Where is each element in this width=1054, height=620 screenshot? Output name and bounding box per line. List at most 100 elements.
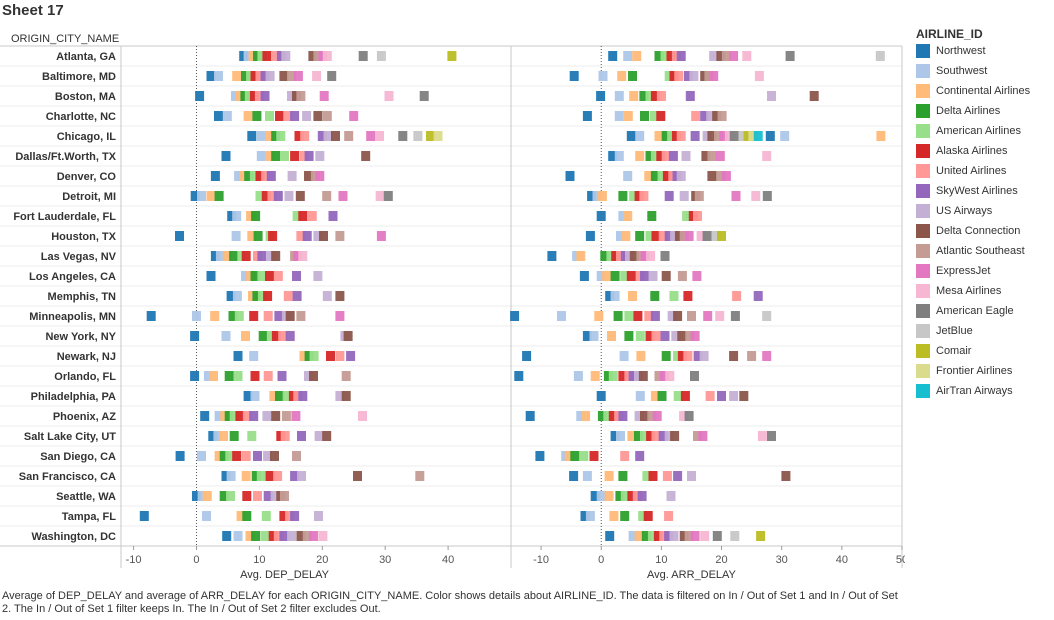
data-point[interactable] xyxy=(656,151,666,161)
data-point[interactable] xyxy=(309,371,318,381)
data-point[interactable] xyxy=(668,151,678,161)
legend-item[interactable]: AirTran Airways xyxy=(916,381,1030,401)
data-point[interactable] xyxy=(604,491,614,501)
data-point[interactable] xyxy=(265,271,274,281)
data-point[interactable] xyxy=(353,471,362,481)
data-point[interactable] xyxy=(335,391,345,401)
data-point[interactable] xyxy=(197,451,206,461)
data-point[interactable] xyxy=(693,431,702,441)
legend-item[interactable]: SkyWest Airlines xyxy=(916,181,1030,201)
data-point[interactable] xyxy=(640,431,649,441)
data-point[interactable] xyxy=(717,391,726,401)
data-point[interactable] xyxy=(294,131,304,141)
data-point[interactable] xyxy=(304,151,314,161)
data-point[interactable] xyxy=(243,51,253,61)
data-point[interactable] xyxy=(597,411,607,421)
data-point[interactable] xyxy=(650,91,660,101)
data-point[interactable] xyxy=(214,411,224,421)
data-point[interactable] xyxy=(669,531,679,541)
data-point[interactable] xyxy=(249,351,259,361)
data-point[interactable] xyxy=(307,211,317,221)
data-point[interactable] xyxy=(614,91,624,101)
data-point[interactable] xyxy=(605,531,615,541)
data-point[interactable] xyxy=(269,391,279,401)
data-point[interactable] xyxy=(419,91,429,101)
data-point[interactable] xyxy=(234,311,244,321)
data-point[interactable] xyxy=(648,471,658,481)
data-point[interactable] xyxy=(673,311,683,321)
data-point[interactable] xyxy=(317,131,327,141)
data-point[interactable] xyxy=(645,151,655,161)
data-point[interactable] xyxy=(279,71,289,81)
data-point[interactable] xyxy=(687,471,696,481)
data-point[interactable] xyxy=(241,271,250,281)
data-point[interactable] xyxy=(226,291,236,301)
data-point[interactable] xyxy=(590,491,600,501)
data-point[interactable] xyxy=(241,451,251,461)
data-point[interactable] xyxy=(290,471,300,481)
data-point[interactable] xyxy=(721,171,731,181)
data-point[interactable] xyxy=(705,391,715,401)
data-point[interactable] xyxy=(203,371,213,381)
data-point[interactable] xyxy=(547,251,557,261)
data-point[interactable] xyxy=(676,51,686,61)
data-point[interactable] xyxy=(314,511,323,521)
data-point[interactable] xyxy=(273,531,283,541)
data-point[interactable] xyxy=(875,51,885,61)
data-point[interactable] xyxy=(610,431,620,441)
data-point[interactable] xyxy=(335,231,345,241)
data-point[interactable] xyxy=(296,231,306,241)
data-point[interactable] xyxy=(246,211,256,221)
data-point[interactable] xyxy=(704,71,714,81)
data-point[interactable] xyxy=(742,51,752,61)
data-point[interactable] xyxy=(669,291,679,301)
data-point[interactable] xyxy=(669,71,679,81)
data-point[interactable] xyxy=(327,71,337,81)
data-point[interactable] xyxy=(659,531,669,541)
data-point[interactable] xyxy=(297,471,306,481)
data-point[interactable] xyxy=(302,231,312,241)
data-point[interactable] xyxy=(690,371,699,381)
data-point[interactable] xyxy=(304,351,314,361)
data-point[interactable] xyxy=(660,251,670,261)
data-point[interactable] xyxy=(607,331,616,341)
data-point[interactable] xyxy=(299,351,309,361)
data-point[interactable] xyxy=(293,391,303,401)
data-point[interactable] xyxy=(293,251,303,261)
data-point[interactable] xyxy=(313,51,323,61)
data-point[interactable] xyxy=(215,251,225,261)
data-point[interactable] xyxy=(229,411,239,421)
data-point[interactable] xyxy=(232,291,242,301)
data-point[interactable] xyxy=(645,231,655,241)
data-point[interactable] xyxy=(589,451,599,461)
data-point[interactable] xyxy=(634,191,644,201)
data-point[interactable] xyxy=(299,151,309,161)
data-point[interactable] xyxy=(233,351,243,361)
data-point[interactable] xyxy=(277,371,287,381)
data-point[interactable] xyxy=(322,291,332,301)
data-point[interactable] xyxy=(674,231,684,241)
data-point[interactable] xyxy=(582,331,592,341)
data-point[interactable] xyxy=(762,151,772,161)
data-point[interactable] xyxy=(290,511,300,521)
data-point[interactable] xyxy=(644,171,654,181)
data-point[interactable] xyxy=(715,151,725,161)
data-point[interactable] xyxy=(284,191,294,201)
data-point[interactable] xyxy=(684,411,694,421)
data-point[interactable] xyxy=(767,91,776,101)
data-point[interactable] xyxy=(219,431,228,441)
data-point[interactable] xyxy=(635,151,645,161)
data-point[interactable] xyxy=(232,71,242,81)
data-point[interactable] xyxy=(235,91,245,101)
data-point[interactable] xyxy=(525,411,535,421)
data-point[interactable] xyxy=(192,311,201,321)
data-point[interactable] xyxy=(671,331,681,341)
data-point[interactable] xyxy=(514,371,524,381)
data-point[interactable] xyxy=(677,351,687,361)
data-point[interactable] xyxy=(249,411,259,421)
data-point[interactable] xyxy=(268,231,278,241)
data-point[interactable] xyxy=(673,471,683,481)
data-point[interactable] xyxy=(287,71,296,81)
data-point[interactable] xyxy=(714,131,723,141)
data-point[interactable] xyxy=(644,311,654,321)
